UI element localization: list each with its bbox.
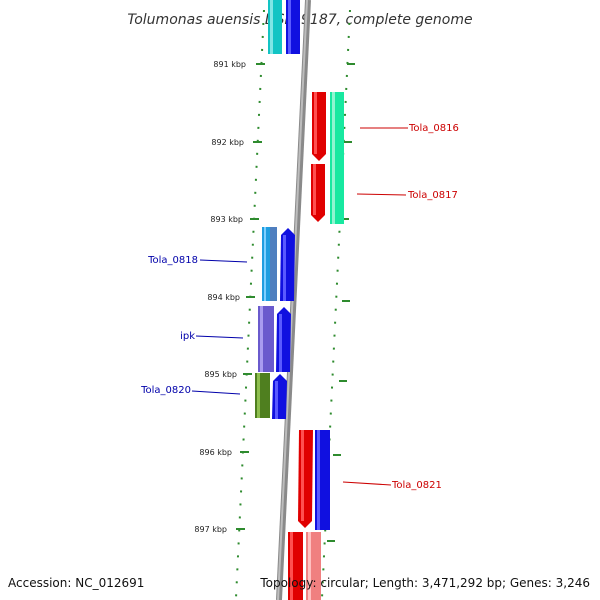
gene-tola-0821[interactable]: [298, 430, 330, 530]
tick-label: 891 kbp: [213, 60, 246, 69]
label-leaders: [191, 127, 408, 486]
gene-label[interactable]: Tola_0816: [408, 123, 459, 134]
gene-tola-0818[interactable]: [262, 227, 295, 301]
gene-label[interactable]: ipk: [180, 331, 195, 342]
tick-label: 896 kbp: [199, 448, 232, 457]
gene-ipk[interactable]: [258, 306, 291, 372]
gene-tola-0817[interactable]: [311, 164, 325, 222]
gene-label[interactable]: Tola_0821: [391, 480, 442, 491]
gene-bottom-partial[interactable]: [288, 532, 321, 600]
position-ticks: 891 kbp 892 kbp 893 kbp 894 kbp 895 kbp …: [194, 60, 355, 542]
genome-summary-text: Topology: circular; Length: 3,471,292 bp…: [259, 576, 590, 590]
tick-label: 893 kbp: [210, 215, 243, 224]
tick-label: 895 kbp: [204, 370, 237, 379]
gene-tola-0820[interactable]: [255, 373, 287, 419]
gene-label[interactable]: Tola_0817: [407, 190, 458, 201]
gene-label[interactable]: Tola_0820: [140, 385, 191, 396]
gene-label[interactable]: Tola_0818: [147, 255, 198, 266]
left-dotted-ruler: [235, 9, 265, 599]
tick-label: 892 kbp: [211, 138, 244, 147]
tick-label: 894 kbp: [207, 293, 240, 302]
gene-tola-0816[interactable]: [312, 92, 344, 224]
tick-label: 897 kbp: [194, 525, 227, 534]
accession-text: Accession: NC_012691: [8, 576, 144, 590]
gene-top-partial[interactable]: [268, 0, 300, 54]
